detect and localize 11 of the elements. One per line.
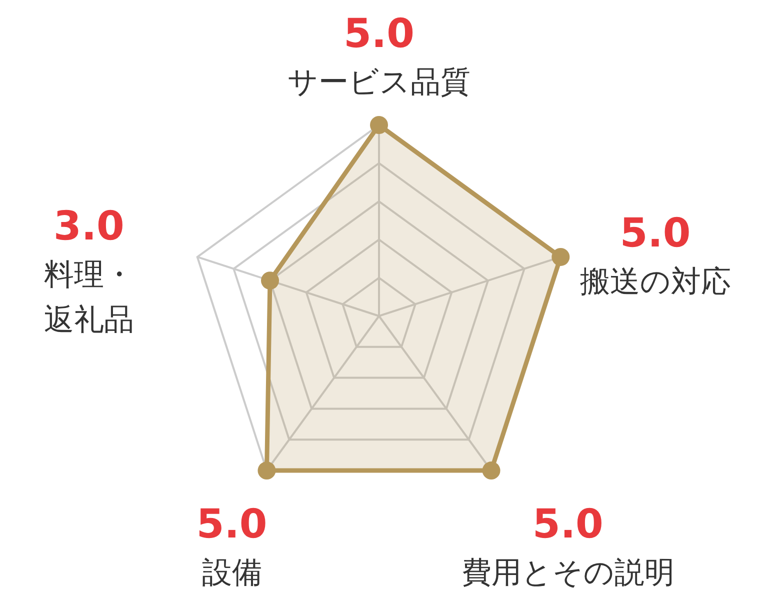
annotation: 5.0 bbox=[620, 210, 691, 257]
category-label: 搬送の対応 bbox=[580, 264, 731, 300]
annotation: 5.0 bbox=[344, 11, 414, 57]
category-label: 料理・ bbox=[44, 258, 134, 293]
annotation: 5.0 bbox=[532, 501, 604, 548]
annotation: 5.0 bbox=[196, 501, 268, 548]
category-label: 返礼品 bbox=[44, 302, 134, 338]
annotation: 3.0 bbox=[54, 204, 124, 250]
category-label: 設備 bbox=[202, 555, 262, 590]
category-label: サービス品質 bbox=[288, 65, 470, 100]
category-label: 費用とその説明 bbox=[461, 555, 674, 590]
